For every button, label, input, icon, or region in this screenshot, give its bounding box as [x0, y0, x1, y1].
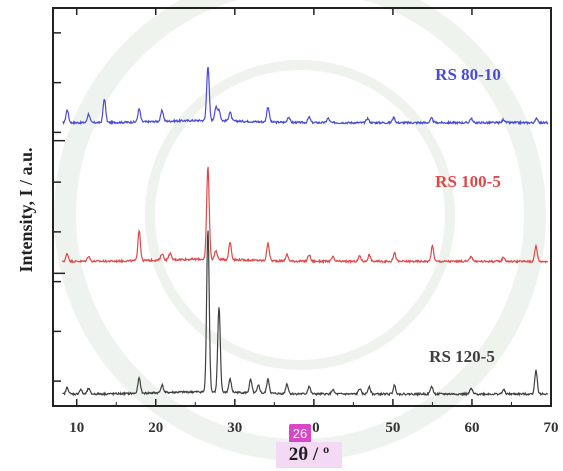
x-tick-label: 60	[464, 420, 479, 436]
x-tick-label: 10	[69, 420, 84, 436]
series-line-1	[61, 166, 549, 265]
x-tick-label-partial: 0	[312, 420, 320, 436]
x-badge: 26	[289, 424, 311, 443]
x-tick-label: 50	[385, 420, 400, 436]
x-axis-title: 2θ / º	[276, 442, 342, 468]
series-label-0: RS 80-10	[435, 65, 501, 84]
x-tick-label: 30	[227, 420, 242, 436]
y-axis-title: Intensity, I / a.u.	[10, 60, 40, 360]
series-label-1: RS 100-5	[435, 172, 501, 191]
series-line-2	[62, 230, 548, 397]
x-tick-label: 70	[544, 420, 559, 436]
y-axis-title-text: Intensity, I / a.u.	[16, 147, 36, 272]
x-tick-label: 20	[148, 420, 163, 436]
plot-frame	[52, 7, 552, 407]
series-label-2: RS 120-5	[429, 347, 495, 366]
series-line-0	[62, 66, 549, 126]
